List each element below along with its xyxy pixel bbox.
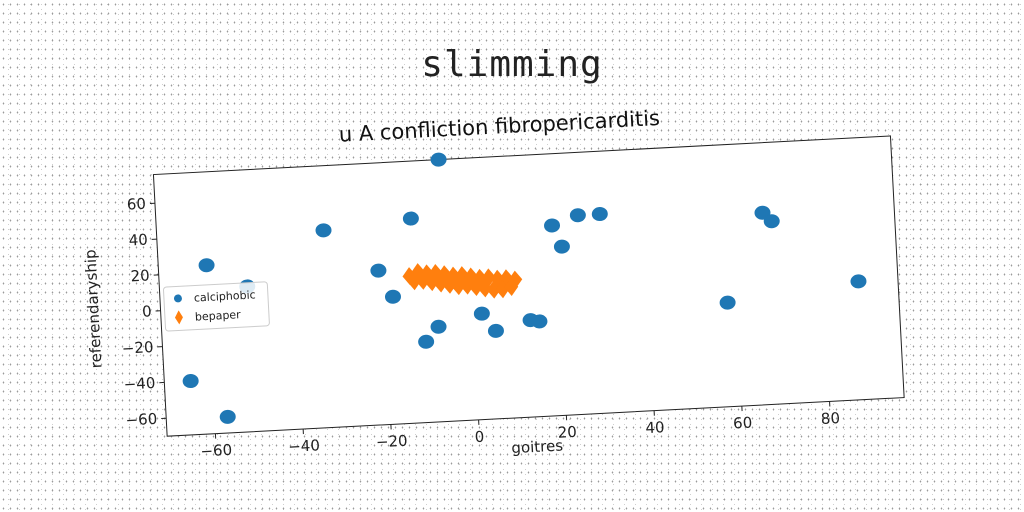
calciphobic-point-16 — [569, 208, 586, 223]
y-tick-label: −20 — [121, 338, 154, 358]
calciphobic-point-22 — [182, 374, 199, 389]
bepaper-point-23 — [495, 280, 510, 299]
legend-box — [163, 281, 270, 332]
bepaper-point-13 — [407, 272, 422, 291]
y-axis-ticks: −60 −40 −20 0 20 40 60 — [121, 195, 167, 430]
bepaper-point-15 — [424, 273, 439, 292]
calciphobic-point-6 — [384, 289, 401, 304]
legend-label-calciphobic: calciphobic — [194, 288, 256, 304]
calciphobic-point-0 — [430, 152, 447, 167]
calciphobic-point-3 — [198, 258, 215, 273]
legend-marker-bepaper — [174, 310, 183, 325]
calciphobic-point-21 — [850, 274, 867, 289]
calciphobic-point-18 — [719, 295, 736, 310]
chart-subtitle: u A confliction fibropericarditis — [338, 106, 660, 147]
legend: calciphobic bepaper — [163, 281, 270, 332]
bepaper-point-21 — [477, 279, 492, 298]
y-tick-label: 60 — [126, 195, 146, 214]
calciphobic-point-17 — [591, 207, 608, 222]
calciphobic-point-14 — [544, 218, 561, 233]
y-tick-label: 0 — [142, 302, 152, 320]
y-tick-label: 20 — [130, 266, 150, 285]
calciphobic-point-11 — [487, 323, 504, 338]
x-axis-label: goitres — [511, 436, 564, 457]
x-tick-label: 80 — [820, 409, 840, 428]
x-tick-label: −20 — [375, 432, 408, 452]
x-tick-label: 40 — [645, 418, 665, 437]
bepaper-point-9 — [481, 268, 496, 287]
calciphobic-point-13 — [531, 314, 548, 329]
x-tick-label: −60 — [200, 441, 233, 461]
legend-label-bepaper: bepaper — [195, 308, 242, 323]
x-tick-label: 0 — [474, 428, 484, 446]
y-tick-label: 40 — [128, 231, 148, 250]
x-tick-label: 20 — [557, 423, 577, 442]
calciphobic-point-1 — [315, 223, 332, 238]
x-axis-ticks: −60 −40 −20 0 20 40 60 80 — [200, 401, 840, 461]
calciphobic-point-20 — [763, 214, 780, 229]
calciphobic-point-8 — [430, 319, 447, 334]
plot-root: u A confliction fibropericarditis −60 −40… — [81, 106, 905, 461]
bepaper-point-16 — [433, 274, 448, 293]
bepaper-point-18 — [451, 277, 466, 296]
bepaper-point-20 — [469, 278, 484, 297]
legend-marker-calciphobic — [173, 294, 182, 303]
bepaper-point-12 — [508, 270, 523, 289]
y-axis-label: referendaryship — [81, 249, 105, 369]
x-tick-label: −40 — [288, 436, 321, 456]
plot-frame — [152, 135, 905, 437]
page-title: slimming — [421, 44, 603, 85]
calciphobic-point-2 — [402, 211, 419, 226]
bepaper-point-24 — [504, 277, 519, 296]
bepaper-point-17 — [442, 275, 457, 294]
calciphobic-point-23 — [219, 409, 236, 424]
bepaper-point-22 — [486, 280, 501, 299]
y-tick-label: −40 — [123, 374, 156, 394]
calciphobic-point-5 — [370, 263, 387, 278]
calciphobic-point-15 — [553, 239, 570, 254]
calciphobic-point-9 — [418, 334, 435, 349]
calciphobic-point-10 — [473, 306, 490, 321]
bepaper-point-14 — [415, 271, 430, 290]
y-tick-label: −60 — [125, 410, 158, 430]
x-tick-label: 60 — [733, 414, 753, 433]
bepaper-point-19 — [460, 276, 475, 295]
